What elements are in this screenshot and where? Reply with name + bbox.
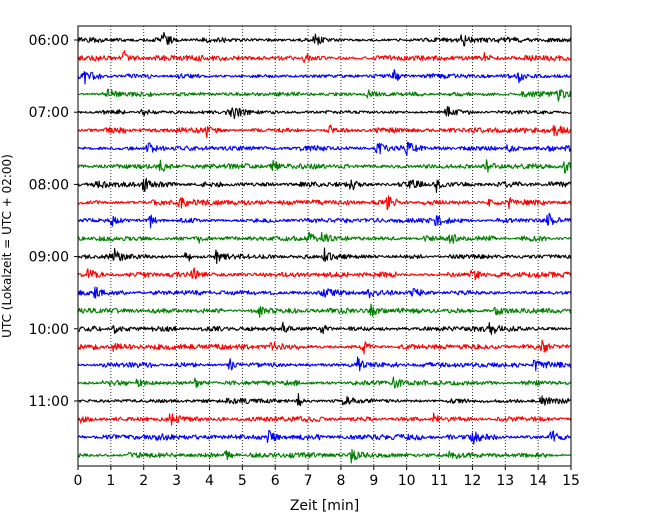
- trace-1045: [77, 376, 572, 389]
- y-axis-label: UTC (Lokalzeit = UTC + 02:00): [0, 154, 14, 338]
- trace-0645: [77, 88, 572, 102]
- x-tick-label: 14: [529, 473, 547, 489]
- x-tick-label: 4: [205, 473, 214, 489]
- x-tick-label: 6: [271, 473, 280, 489]
- trace-1100: [77, 393, 572, 407]
- x-tick-label: 11: [431, 473, 449, 489]
- trace-0830: [77, 212, 572, 229]
- x-tick-label: 13: [496, 473, 514, 489]
- x-tick-label: 0: [74, 473, 83, 489]
- x-tick-label: 1: [106, 473, 115, 489]
- trace-0715: [77, 124, 572, 139]
- trace-0745: [77, 159, 572, 174]
- trace-0730: [77, 141, 572, 157]
- trace-0930: [77, 286, 572, 299]
- trace-0915: [77, 267, 572, 281]
- trace-0815: [77, 195, 572, 211]
- trace-1115: [77, 412, 572, 426]
- trace-0900: [77, 247, 572, 265]
- x-tick-label: 2: [139, 473, 148, 489]
- trace-0845: [77, 231, 572, 244]
- x-tick-label: 8: [336, 473, 345, 489]
- trace-1000: [77, 321, 572, 336]
- y-tick-label: 07:00: [29, 105, 69, 121]
- trace-series: [77, 31, 572, 464]
- y-tick-label: 09:00: [29, 250, 69, 266]
- y-tick-label: 08:00: [29, 177, 69, 193]
- trace-0615: [77, 50, 572, 63]
- y-tick-label: 11:00: [29, 394, 69, 410]
- x-grid: [110, 26, 539, 466]
- trace-1015: [77, 339, 572, 355]
- y-axis-ticks: 06:00 07:00 08:00 09:00 10:00 11:00: [29, 33, 78, 410]
- x-tick-label: 12: [463, 473, 481, 489]
- y-tick-label: 06:00: [29, 33, 69, 49]
- trace-1030: [77, 356, 572, 372]
- x-tick-label: 3: [172, 473, 181, 489]
- x-tick-label: 9: [369, 473, 378, 489]
- plot-frame: [77, 25, 572, 467]
- trace-0600: [77, 31, 572, 47]
- trace-0700: [77, 105, 572, 120]
- trace-0945: [77, 303, 572, 318]
- x-tick-label: 5: [238, 473, 247, 489]
- x-axis-ticks: 0 1 2 3 4 5 6 7 8 9 10 11 12 13 14 15: [74, 466, 580, 489]
- x-axis-label: Zeit [min]: [290, 498, 359, 514]
- trace-0630: [77, 69, 572, 85]
- trace-1130: [77, 429, 572, 445]
- y-tick-label: 10:00: [29, 322, 69, 338]
- x-tick-label: 10: [398, 473, 416, 489]
- trace-0800: [77, 177, 572, 194]
- trace-1145: [77, 448, 572, 464]
- x-tick-label: 15: [562, 473, 580, 489]
- x-tick-label: 7: [304, 473, 313, 489]
